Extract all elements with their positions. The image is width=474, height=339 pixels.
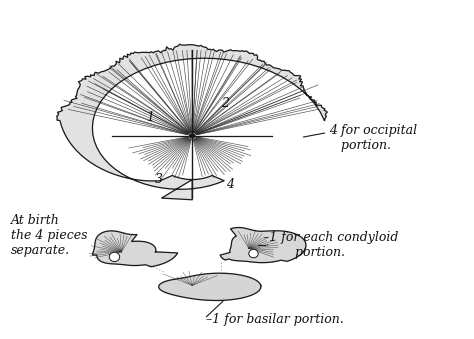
Text: 1: 1 [146,111,154,124]
Polygon shape [220,227,306,263]
Circle shape [190,134,195,138]
Ellipse shape [249,250,258,258]
Text: 4: 4 [226,178,234,191]
Ellipse shape [109,252,119,262]
Polygon shape [159,273,261,300]
Polygon shape [92,231,178,267]
Text: –1 for each condyloid
        portion.: –1 for each condyloid portion. [263,231,398,259]
Text: 4 for occipital
   portion.: 4 for occipital portion. [329,123,417,152]
Text: –1 for basilar portion.: –1 for basilar portion. [206,313,344,326]
Polygon shape [57,44,327,200]
Text: 2: 2 [221,97,229,111]
Text: 3: 3 [155,173,163,186]
Text: At birth
the 4 pieces
separate.: At birth the 4 pieces separate. [11,214,87,257]
